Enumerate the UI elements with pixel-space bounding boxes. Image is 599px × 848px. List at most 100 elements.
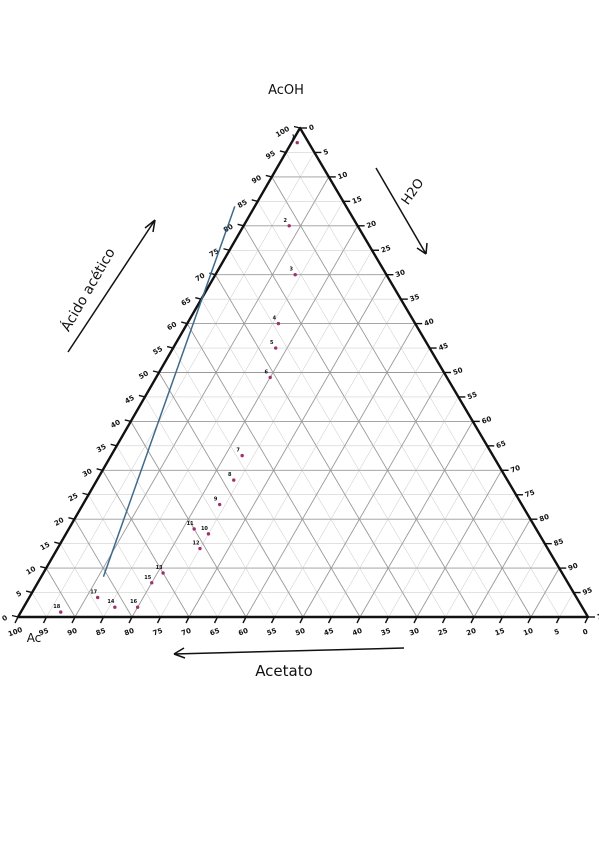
grid-line (116, 445, 218, 618)
left-tick (138, 394, 146, 398)
grid-line (130, 421, 247, 618)
right-tick-label: 25 (380, 244, 392, 255)
grid-line (331, 396, 459, 618)
right-tick-label: 50 (452, 366, 464, 377)
left-tick (293, 125, 301, 129)
right-tick-label: 30 (394, 268, 406, 279)
bottom-tick (413, 616, 418, 624)
left-tick-label: 55 (152, 345, 165, 357)
left-tick-label: 40 (109, 418, 122, 430)
right-tick-label: 60 (481, 415, 493, 426)
bottom-axis-title-group: Acetato (173, 647, 405, 680)
grid-line (88, 494, 161, 618)
bottom-tick (156, 616, 162, 624)
bottom-tick-label: 45 (323, 627, 335, 638)
right-tick-label: 0 (308, 123, 315, 132)
data-point-label: 12 (192, 541, 199, 547)
bottom-tick (42, 616, 48, 624)
data-point-label: 17 (90, 589, 97, 595)
right-tick-label: 70 (510, 464, 522, 475)
bottom-tick (356, 616, 361, 624)
data-point (293, 273, 297, 277)
grid-line (388, 445, 488, 618)
grid-line (359, 421, 474, 618)
data-point (95, 595, 100, 600)
data-point (276, 321, 281, 326)
grid-line (160, 250, 373, 618)
bottom-tick-label: 80 (123, 627, 135, 638)
left-tick-label: 10 (25, 565, 38, 577)
bottom-tick (14, 616, 19, 624)
bottom-tick (584, 616, 589, 624)
left-tick (152, 370, 160, 374)
data-point-label: 4 (273, 316, 277, 322)
right-tick-label: 55 (466, 390, 478, 401)
data-point (161, 571, 165, 575)
left-tick (96, 468, 103, 471)
bottom-tick-label: 55 (266, 627, 278, 638)
data-point-label: 8 (228, 472, 232, 478)
data-point-label: 15 (144, 575, 151, 581)
left-tick (223, 248, 230, 251)
right-tick-label: 15 (351, 195, 363, 206)
bottom-tick-label: 20 (465, 627, 477, 638)
bottom-tick-label: 0 (582, 627, 589, 636)
data-point (217, 502, 222, 507)
right-tick-label: 10 (337, 170, 349, 181)
grid-line (559, 592, 574, 618)
left-tick-label: 30 (81, 467, 94, 479)
left-tick-label: 35 (95, 443, 108, 455)
grid-line (45, 567, 76, 618)
data-point (268, 375, 272, 380)
grid-line (31, 592, 47, 618)
bottom-tick-label: 5 (553, 627, 560, 636)
bottom-tick (327, 616, 333, 624)
bottom-tick-label: 85 (95, 627, 107, 638)
left-axis-arrowhead (144, 219, 156, 233)
data-point-label: 18 (53, 604, 60, 610)
bottom-tick (270, 616, 276, 624)
bottom-tick (71, 616, 76, 624)
left-tick-label: 0 (1, 614, 9, 623)
tie-line (102, 206, 236, 578)
grid-line (257, 201, 503, 618)
bottom-tick (99, 616, 105, 624)
grid-line (74, 518, 133, 618)
left-tick-label: 85 (236, 198, 249, 210)
data-point (192, 527, 196, 531)
data-point-label: 7 (236, 448, 240, 454)
left-tick-label: 45 (123, 394, 136, 406)
bottom-tick-label: 25 (437, 627, 449, 638)
data-point-label: 10 (201, 526, 208, 532)
right-tick-label: 5 (322, 148, 329, 157)
left-tick (40, 565, 47, 569)
left-tick (54, 541, 61, 545)
data-point (206, 532, 211, 536)
grid-line (502, 543, 546, 618)
bottom-tick (527, 616, 532, 624)
bottom-tick-label: 90 (66, 627, 78, 638)
right-tick-label: 65 (495, 439, 507, 450)
bottom-tick-label: 65 (209, 627, 221, 638)
grid-line (302, 372, 445, 618)
right-tick-label: 90 (567, 562, 579, 573)
bottom-tick (242, 616, 247, 624)
tick-marks: 0010055951010901515852020802525753030703… (1, 123, 599, 638)
left-axis-arrow (67, 219, 156, 353)
bottom-tick-label: 35 (380, 627, 392, 638)
right-tick-label: 100 (596, 609, 599, 622)
bottom-tick-label: 100 (7, 626, 24, 639)
grid-line (201, 299, 389, 618)
bottom-tick (384, 616, 390, 624)
bottom-tick-label: 15 (494, 627, 506, 638)
left-tick-label: 20 (53, 516, 66, 528)
grid-line (229, 250, 446, 618)
left-tick-label: 65 (180, 296, 193, 308)
left-tick (251, 199, 258, 203)
grid-line (172, 347, 332, 618)
left-axis-title-group: Ácido acético (57, 219, 156, 353)
left-tick (25, 590, 33, 594)
vertex-label-left: Ac (27, 631, 42, 645)
right-tick-label: 85 (553, 537, 565, 548)
vertex-label-top: AcOH (268, 83, 304, 98)
